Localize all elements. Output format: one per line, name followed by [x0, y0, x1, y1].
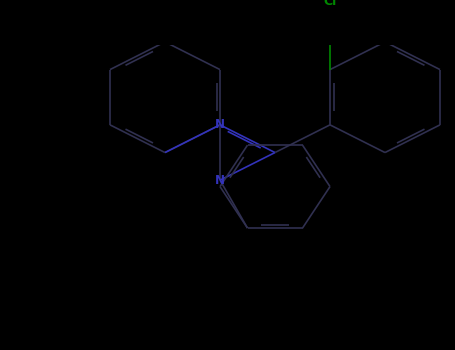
- Text: N: N: [215, 174, 225, 187]
- Text: N: N: [215, 118, 225, 131]
- Text: Cl: Cl: [324, 0, 337, 8]
